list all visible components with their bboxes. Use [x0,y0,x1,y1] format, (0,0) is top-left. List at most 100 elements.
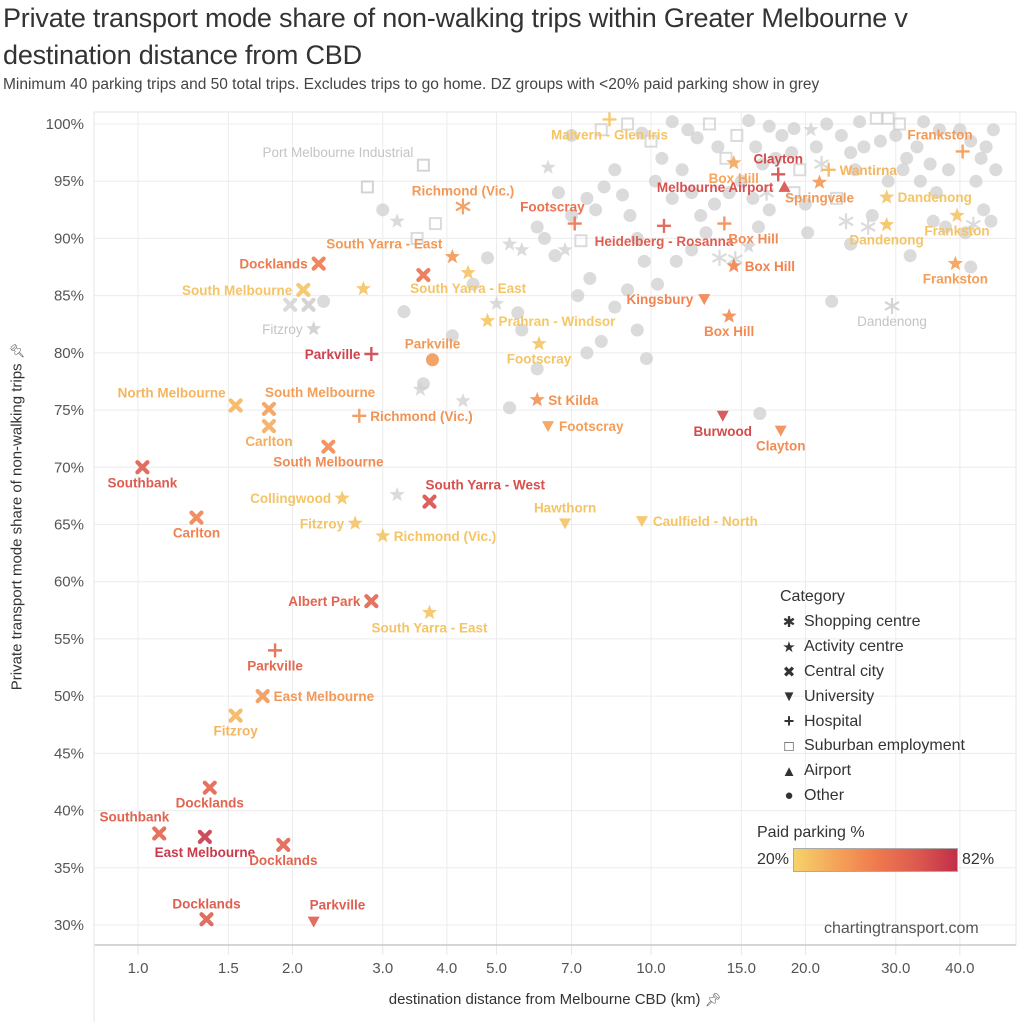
data-point-grey [540,159,556,174]
data-point-grey [769,151,783,165]
legend-item-activity[interactable]: ★ Activity centre [780,635,965,660]
data-point [352,408,367,423]
data-point-grey [881,174,895,188]
data-point-grey [775,128,789,142]
data-point [311,256,326,271]
data-label: Docklands [176,796,244,811]
data-point-grey [644,134,658,148]
data-label: Frankston [924,224,989,239]
data-point [355,280,371,296]
data-label: Prahran - Windsor [498,314,616,329]
data-point [199,912,214,927]
data-label: East Melbourne [155,845,256,860]
y-axis-title: Private transport mode share of non-walk… [9,322,26,712]
data-point-grey [589,203,603,217]
data-point-grey [986,123,1000,137]
data-point-grey [530,220,544,234]
data-point-grey [551,186,565,200]
legend-label: Other [804,786,845,804]
data-point-grey [734,174,748,188]
data-point-grey [699,226,713,240]
data-label: Dandenong [850,233,924,248]
legend-item-shopping[interactable]: ✱ Shopping centre [780,610,965,635]
legend-item-suburban[interactable]: □ Suburban employment [780,734,965,759]
data-point [189,510,204,525]
data-point [152,826,167,841]
x-tick-label: 3.0 [372,960,393,977]
data-point [479,312,496,328]
chart-subtitle: Minimum 40 parking trips and 50 total tr… [3,76,820,93]
data-point [949,207,965,222]
chart-title: Private transport mode share of non-walk… [3,3,908,70]
pin-icon[interactable]: 📌︎ [704,992,722,1007]
data-point-grey [317,294,331,308]
data-label: Box Hill [709,171,759,186]
data-label: Parkville [305,347,361,362]
data-label: Caulfield - North [653,514,758,529]
data-point-grey [630,231,644,245]
data-point-grey [376,203,390,217]
data-point [879,216,895,232]
data-point [375,527,391,543]
data-point-grey [903,249,917,263]
pin-icon[interactable]: 📌︎ [9,342,25,360]
data-point-grey [616,188,630,202]
data-point-grey [848,163,862,177]
x-tick-label: 10.0 [636,960,665,977]
data-point-grey [989,163,1003,177]
data-point [879,189,895,204]
x-tick-label: 1.5 [218,960,239,977]
data-point-grey [913,174,927,188]
x-tick-label: 4.0 [436,960,457,977]
data-label: Albert Park [288,594,361,609]
data-label: Fitzroy [300,516,345,531]
data-label: East Melbourne [274,689,375,704]
point-labels-layer: Malvern - Glen Iris Port Melbourne Indust… [99,127,989,912]
y-tick-label: 45% [54,745,84,762]
data-point [416,267,431,283]
data-point [716,410,729,422]
data-point-grey [844,237,858,251]
legend-label: University [804,687,875,705]
data-point-grey [515,323,529,337]
data-point-grey [557,241,573,257]
x-tick-label: 20.0 [791,960,820,977]
data-point-grey [938,220,952,234]
data-point [444,248,460,264]
data-point [135,460,150,475]
data-point-grey [530,362,544,376]
legend-item-central[interactable]: ✖ Central city [780,660,965,685]
legend-item-other[interactable]: ● Other [780,784,965,809]
triangle-down-icon: ▼ [781,688,797,706]
data-label: Dandenong [857,314,927,329]
data-point [771,167,786,182]
data-point [301,297,316,312]
data-label: Wantirna [840,163,898,178]
square-icon: □ [784,737,794,755]
data-point [306,320,322,336]
data-point-grey [428,217,442,231]
data-point-grey [623,209,637,223]
x-axis-label: destination distance from Melbourne CBD … [388,991,701,1008]
data-point-grey [621,117,635,131]
data-point [567,216,582,231]
data-point-grey [838,213,854,230]
legend-item-hospital[interactable]: + Hospital [780,709,965,734]
data-point [364,594,379,609]
data-point [197,829,212,844]
data-point-grey [941,163,955,177]
data-label: Footscray [520,200,585,215]
data-point-grey [410,231,424,245]
data-point-grey [639,352,653,366]
legend-item-university[interactable]: ▼ University [780,684,965,709]
data-label: Box Hill [704,324,754,339]
x-tick-label: 30.0 [881,960,910,977]
data-label: South Yarra - West [425,478,545,493]
data-point [947,255,963,271]
data-label: South Yarra - East [371,621,488,636]
data-point [635,516,648,528]
data-point-grey [958,226,972,240]
x-tick-label: 5.0 [486,960,507,977]
data-point-grey [571,289,585,303]
legend-item-airport[interactable]: ▲ Airport [780,759,965,784]
